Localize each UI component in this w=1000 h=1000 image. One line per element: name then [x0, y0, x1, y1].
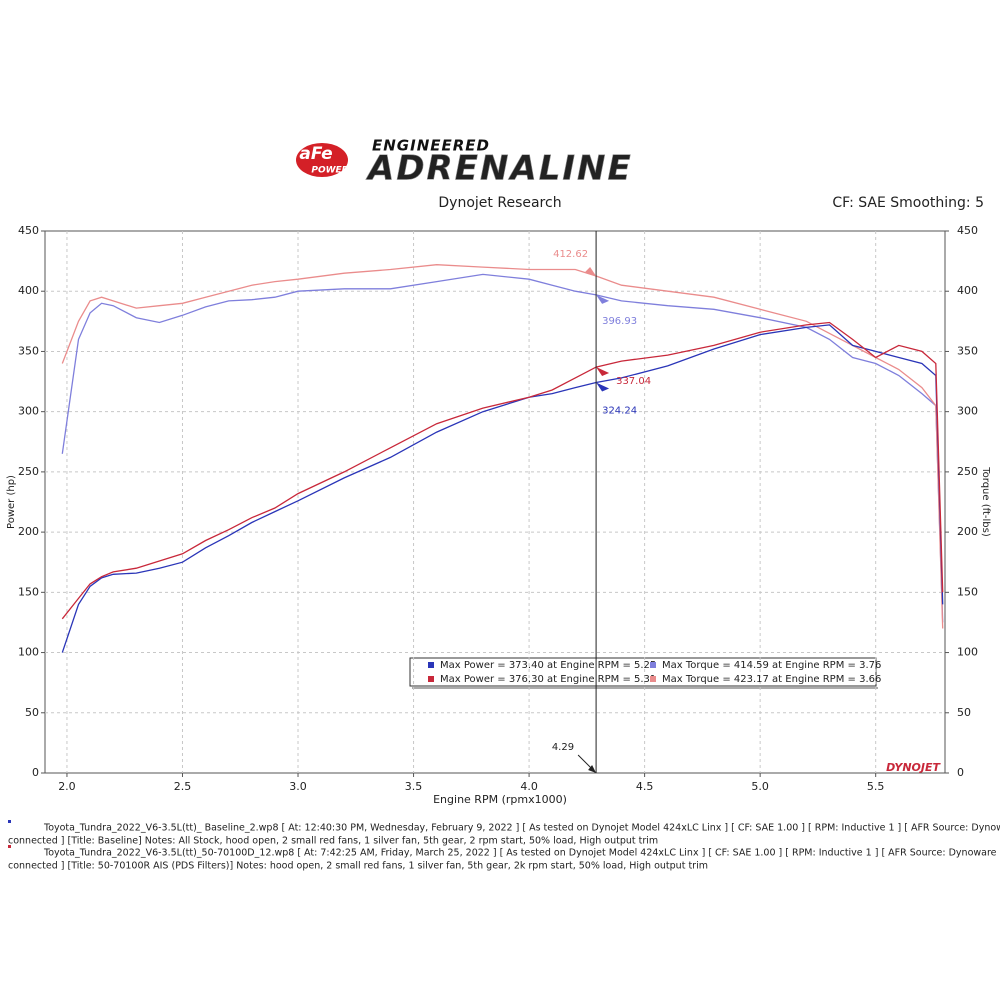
x-tick-label: 5.0	[751, 780, 769, 793]
annotation-arrow	[585, 267, 597, 277]
legend-entry: Max Torque = 423.17 at Engine RPM = 3.66	[662, 674, 881, 685]
logo-text: ENGINEERED	[372, 137, 490, 155]
plot-frame	[44, 230, 946, 774]
annotation-label: 324.24	[602, 405, 637, 416]
y-tick-label: 400	[18, 284, 39, 297]
y2-tick-label: 0	[957, 766, 964, 779]
y2-tick-label: 150	[957, 585, 978, 598]
y-tick-label: 450	[18, 224, 39, 237]
legend-swatch	[428, 676, 434, 682]
x-tick-label: 3.0	[289, 780, 307, 793]
x-tick-label: 4.5	[636, 780, 654, 793]
annotation-label: 396.93	[602, 316, 637, 327]
x-tick-label: 5.5	[867, 780, 885, 793]
legend-entry: Max Torque = 414.59 at Engine RPM = 3.76	[662, 660, 881, 671]
note-marker	[8, 820, 11, 823]
legend-entry: Max Power = 373.40 at Engine RPM = 5.25	[440, 660, 656, 671]
note-line: Toyota_Tundra_2022_V6-3.5L(tt)_50-70100D…	[43, 848, 1000, 859]
series-line	[61, 264, 944, 629]
y2-tick-label: 200	[957, 525, 978, 538]
y2-tick-label: 450	[957, 224, 978, 237]
y-tick-label: 50	[25, 706, 39, 719]
y2-tick-label: 350	[957, 344, 978, 357]
cursor-label: 4.29	[552, 742, 574, 753]
cursor-arrowhead	[588, 765, 597, 773]
y-tick-label: 100	[18, 646, 39, 659]
chart-title: Dynojet Research	[438, 195, 561, 211]
y-axis-label: Power (hp)	[6, 475, 17, 529]
legend-entry: Max Power = 376.30 at Engine RPM = 5.31	[440, 674, 656, 685]
y-tick-label: 250	[18, 465, 39, 478]
legend-swatch	[650, 662, 656, 668]
annotation-label: 337.04	[616, 376, 651, 387]
x-tick-label: 3.5	[405, 780, 423, 793]
y2-tick-label: 50	[957, 706, 971, 719]
note-line: Toyota_Tundra_2022_V6-3.5L(tt)_ Baseline…	[43, 823, 1000, 834]
y-tick-label: 200	[18, 525, 39, 538]
dynojet-logo: DYNOJET	[886, 761, 941, 774]
annotation-arrow	[596, 294, 610, 304]
note-line: connected ] [Title: 50-70100R AIS (PDS F…	[8, 861, 708, 872]
logo-text: POWER	[311, 166, 348, 176]
x-axis-label: Engine RPM (rpmx1000)	[433, 793, 567, 806]
y2-tick-label: 100	[957, 646, 978, 659]
series-line	[61, 273, 944, 623]
y-tick-label: 0	[32, 766, 39, 779]
x-tick-label: 2.0	[58, 780, 76, 793]
note-marker	[8, 845, 11, 848]
y2-tick-label: 400	[957, 284, 978, 297]
x-tick-label: 2.5	[174, 780, 192, 793]
y2-tick-label: 300	[957, 405, 978, 418]
series-line	[61, 324, 944, 653]
note-line: connected ] [Title: Baseline] Notes: All…	[8, 836, 658, 847]
series-line	[61, 321, 944, 620]
chart-subtitle: CF: SAE Smoothing: 5	[832, 195, 984, 211]
annotation-arrow	[596, 382, 610, 392]
logo-text: ADRENALINE	[365, 149, 633, 189]
x-tick-label: 4.0	[520, 780, 538, 793]
y-tick-label: 150	[18, 585, 39, 598]
legend-swatch	[428, 662, 434, 668]
legend-swatch	[650, 676, 656, 682]
y2-tick-label: 250	[957, 465, 978, 478]
annotation-label: 412.62	[553, 249, 588, 260]
y-tick-label: 300	[18, 405, 39, 418]
logo-text: aFe	[299, 144, 332, 164]
annotation-arrow	[596, 367, 610, 377]
logo-badge	[296, 143, 348, 177]
y2-axis-label: Torque (ft-lbs)	[980, 466, 991, 537]
y-tick-label: 350	[18, 344, 39, 357]
